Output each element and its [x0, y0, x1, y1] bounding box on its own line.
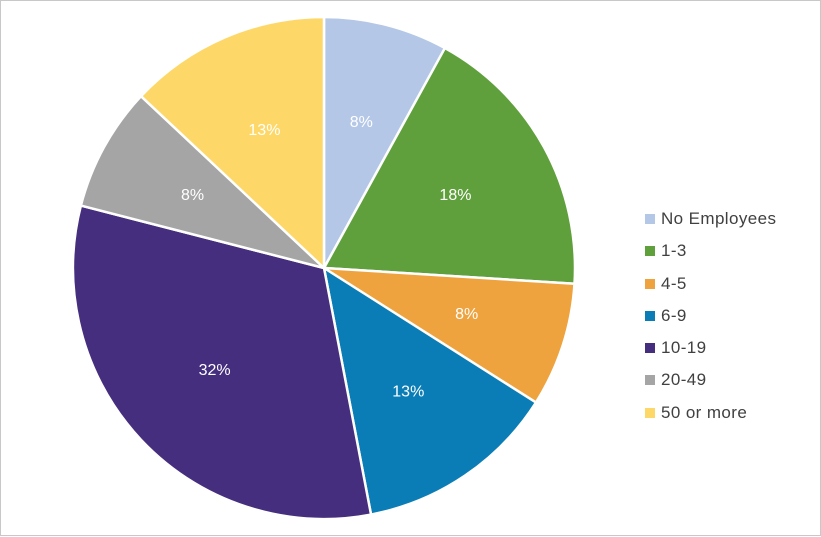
legend-label: No Employees — [661, 209, 777, 228]
data-label-no-employees: 8% — [350, 114, 373, 131]
legend-item: 10-19 — [645, 338, 776, 370]
pie-slice-6-9 — [322, 266, 538, 516]
pie-slice-4-5 — [322, 266, 576, 404]
pie-slice-no-employees — [322, 15, 447, 270]
data-label-50-or-more: 13% — [248, 122, 280, 139]
pie-slice-20-49 — [79, 94, 326, 270]
legend-swatch — [645, 278, 655, 289]
legend-swatch — [645, 310, 655, 321]
pie-slice-10-19 — [71, 204, 373, 521]
legend-label: 20-49 — [661, 370, 707, 390]
pie-slice-50-or-more — [139, 15, 326, 270]
data-label-10-19: 32% — [199, 362, 231, 379]
legend-item: 20-49 — [645, 370, 776, 402]
data-label-6-9: 13% — [392, 384, 424, 401]
legend-label: 1-3 — [661, 241, 687, 261]
legend-swatch — [645, 343, 655, 354]
legend-label: 10-19 — [661, 338, 707, 358]
legend-swatch — [645, 407, 655, 418]
legend-swatch — [645, 214, 655, 224]
legend-label: 4-5 — [661, 273, 687, 293]
legend-swatch — [645, 375, 655, 386]
pie-slice-1-3 — [322, 46, 577, 286]
legend-label: 6-9 — [661, 305, 687, 325]
data-label-1-3: 18% — [439, 187, 471, 204]
legend-item: 4-5 — [645, 274, 776, 306]
data-label-4-5: 8% — [455, 306, 478, 323]
chart-legend: No Employees 1-3 4-5 6-9 10-19 20-49 50 or mor… — [645, 209, 776, 435]
legend-swatch — [645, 246, 655, 257]
legend-item: 1-3 — [645, 241, 776, 273]
legend-item: 50 or more — [645, 403, 776, 435]
legend-label: 50 or more — [661, 402, 748, 422]
legend-item: No Employees — [645, 209, 776, 241]
data-label-20-49: 8% — [181, 187, 204, 204]
legend-item: 6-9 — [645, 306, 776, 338]
